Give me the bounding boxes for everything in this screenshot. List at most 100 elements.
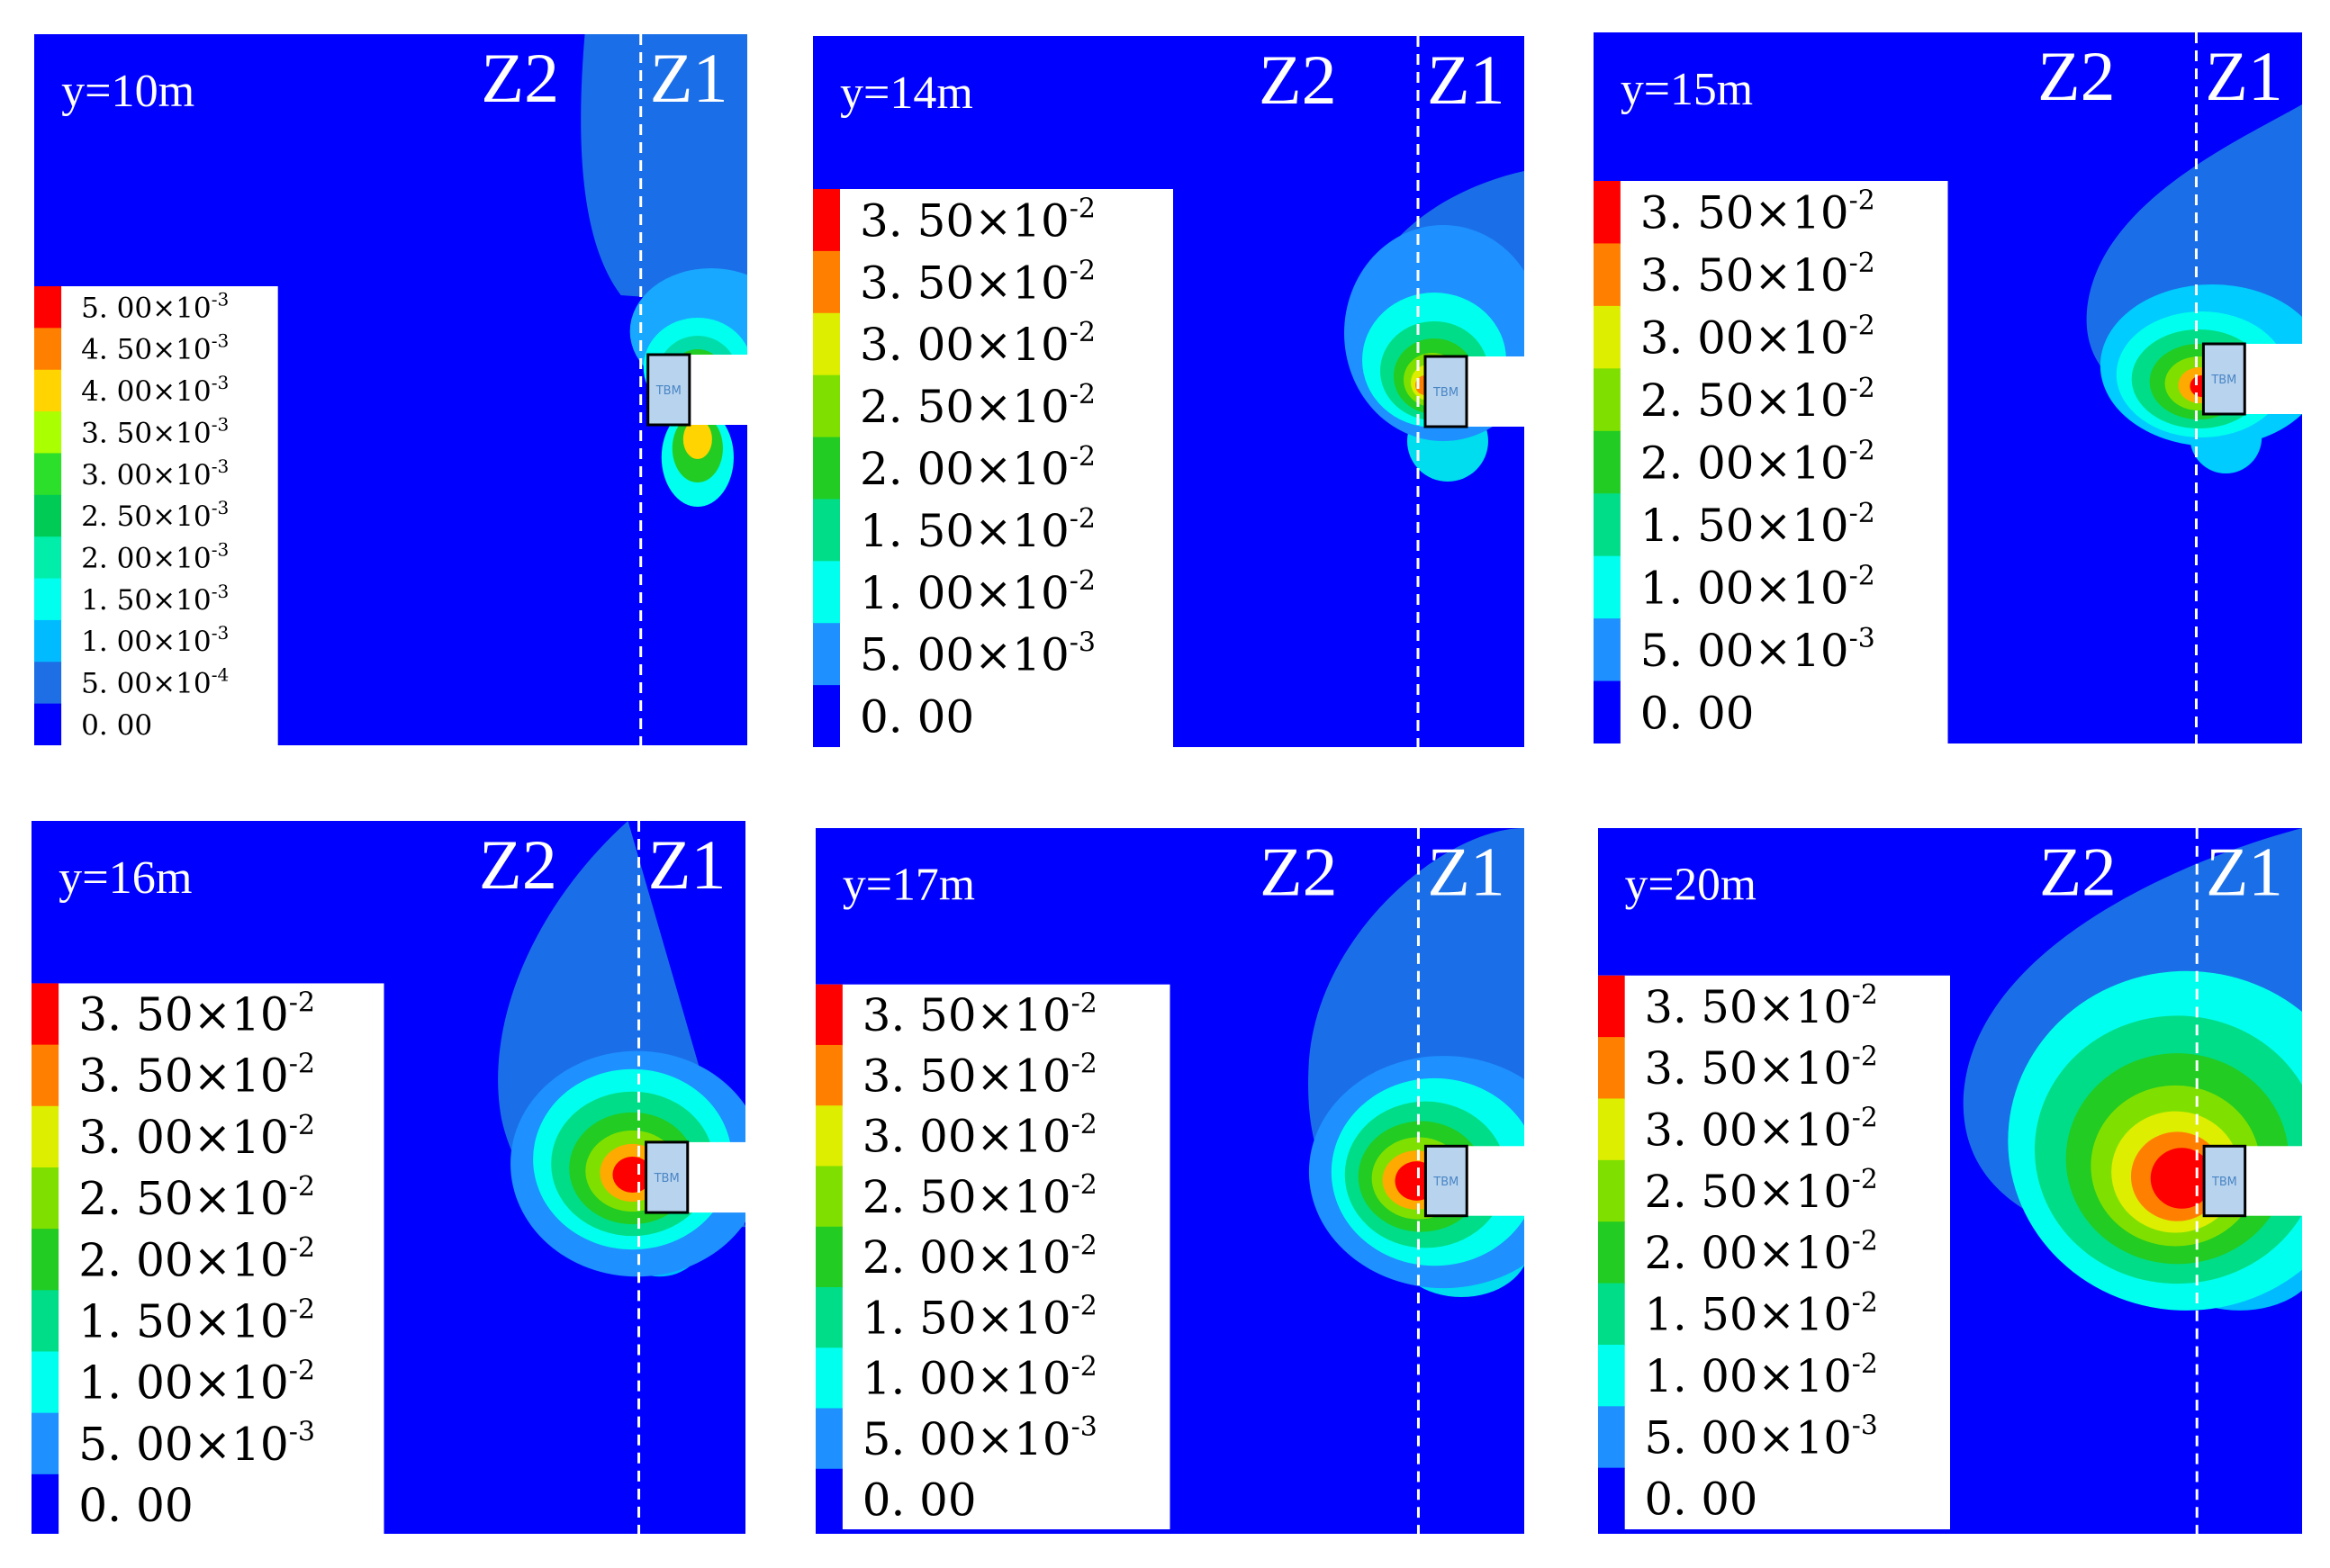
legend-exponent: -2	[1852, 979, 1878, 1011]
tbm-box	[646, 353, 691, 427]
legend-label: 3. 00×10-2	[1640, 311, 1875, 365]
legend-label: 1. 00×10-3	[81, 622, 229, 658]
legend-exponent: -2	[289, 1293, 315, 1325]
legend-mantissa: 0. 00	[78, 1479, 194, 1532]
legend-mantissa: 4. 50	[81, 334, 152, 366]
legend-times-ten: ×10	[194, 1418, 289, 1471]
legend-times-ten: ×10	[1757, 1166, 1851, 1218]
legend-label: 1. 00×10-2	[862, 1351, 1097, 1405]
legend-label: 1. 00×10-2	[78, 1356, 315, 1410]
legend-swatch	[813, 685, 840, 747]
legend-swatch	[1598, 1037, 1625, 1100]
legend-swatch	[816, 1226, 843, 1288]
legend-swatch	[816, 1468, 843, 1531]
legend-swatch	[1598, 1098, 1625, 1161]
panel-label: y=16m	[59, 852, 192, 904]
legend-mantissa: 2. 50	[1640, 374, 1755, 427]
legend-label: 1. 50×10-2	[78, 1293, 315, 1347]
legend-exponent: -3	[212, 413, 230, 435]
legend-times-ten: ×10	[152, 459, 212, 491]
legend-swatch	[1594, 493, 1621, 557]
zone-label-z2: Z2	[481, 39, 559, 117]
legend-times-ten: ×10	[194, 1356, 289, 1410]
legend-label: 5. 00×10-3	[862, 1411, 1097, 1465]
legend-times-ten: ×10	[152, 584, 212, 617]
legend-exponent: -2	[1849, 498, 1875, 529]
legend-times-ten: ×10	[1755, 249, 1849, 302]
zone-label-z2: Z2	[2039, 833, 2117, 910]
legend-label: 0. 00	[1644, 1473, 1757, 1526]
legend-times-ten: ×10	[974, 567, 1070, 619]
legend-label: 2. 00×10-2	[1640, 435, 1875, 489]
legend-label: 0. 00	[81, 709, 152, 742]
legend-label: 1. 50×10-2	[860, 503, 1096, 557]
legend-exponent: -2	[1849, 311, 1875, 342]
legend-swatch	[813, 374, 840, 438]
legend-times-ten: ×10	[194, 1172, 289, 1225]
legend-swatch	[1598, 975, 1625, 1039]
legend-times-ten: ×10	[1755, 312, 1849, 365]
legend-swatch	[34, 662, 62, 705]
legend-swatch	[34, 411, 62, 455]
legend-swatch	[32, 1044, 59, 1107]
legend-mantissa: 3. 50	[78, 988, 194, 1041]
tbm-label: TBM	[655, 384, 682, 398]
zone-label-z1: Z1	[650, 39, 728, 117]
legend-exponent: -3	[1849, 623, 1875, 654]
zone-label-z2: Z2	[1260, 834, 1337, 911]
legend-label: 1. 00×10-2	[860, 565, 1096, 619]
legend-swatch	[1598, 1159, 1625, 1223]
legend-swatch	[1598, 1221, 1625, 1284]
legend-times-ten: ×10	[977, 1231, 1071, 1284]
legend-mantissa: 3. 00	[862, 1111, 977, 1163]
legend-swatch	[32, 1229, 59, 1292]
legend-background	[34, 286, 278, 745]
zone-label-z2: Z2	[1259, 41, 1337, 119]
legend-exponent: -3	[212, 455, 230, 477]
legend-label: 1. 00×10-2	[1640, 560, 1875, 614]
legend-exponent: -2	[1849, 373, 1875, 404]
legend-label: 3. 50×10-3	[81, 413, 229, 449]
legend-exponent: -2	[1852, 1164, 1878, 1195]
legend-swatch	[34, 619, 62, 663]
legend-exponent: -2	[1070, 441, 1096, 473]
legend-label: 2. 00×10-3	[81, 539, 229, 575]
legend-exponent: -2	[1070, 255, 1096, 286]
legend-swatch	[816, 1408, 843, 1470]
colorbar-legend: 3. 50×10-23. 50×10-23. 00×10-22. 50×10-2…	[32, 983, 384, 1534]
legend-times-ten: ×10	[1757, 1411, 1851, 1464]
legend-label: 5. 00×10-3	[78, 1417, 315, 1471]
colorbar-legend: 5. 00×10-34. 50×10-34. 00×10-33. 50×10-3…	[34, 286, 278, 745]
legend-times-ten: ×10	[974, 319, 1070, 371]
legend-label: 2. 00×10-2	[1644, 1225, 1877, 1279]
legend-exponent: -2	[1849, 185, 1875, 217]
legend-exponent: -2	[1852, 1225, 1878, 1257]
legend-exponent: -2	[289, 1232, 315, 1264]
legend-label: 2. 50×10-3	[81, 497, 229, 533]
legend-mantissa: 1. 00	[1644, 1350, 1757, 1402]
legend-times-ten: ×10	[974, 443, 1070, 495]
legend-label: 3. 00×10-3	[81, 455, 229, 491]
legend-mantissa: 1. 50	[862, 1293, 977, 1345]
legend-times-ten: ×10	[977, 1171, 1071, 1223]
legend-exponent: -2	[1849, 435, 1875, 466]
legend-label: 3. 00×10-2	[860, 317, 1096, 371]
tbm-box	[645, 1140, 690, 1214]
legend-exponent: -2	[1071, 1109, 1097, 1140]
legend-mantissa: 3. 50	[862, 1050, 977, 1103]
legend-mantissa: 3. 50	[1640, 187, 1755, 239]
legend-swatch	[34, 453, 62, 496]
legend-exponent: -2	[1852, 1041, 1878, 1072]
legend-mantissa: 3. 50	[78, 1050, 194, 1103]
legend-label: 5. 00×10-3	[81, 288, 229, 324]
legend-exponent: -2	[1852, 1348, 1878, 1380]
tbm-label: TBM	[654, 1172, 680, 1185]
plume-region	[581, 34, 747, 304]
legend-mantissa: 1. 00	[78, 1356, 194, 1410]
legend-swatch	[1594, 618, 1621, 682]
legend-exponent: -2	[1071, 1230, 1097, 1261]
legend-mantissa: 2. 50	[78, 1172, 194, 1225]
legend-background	[1598, 975, 1950, 1530]
